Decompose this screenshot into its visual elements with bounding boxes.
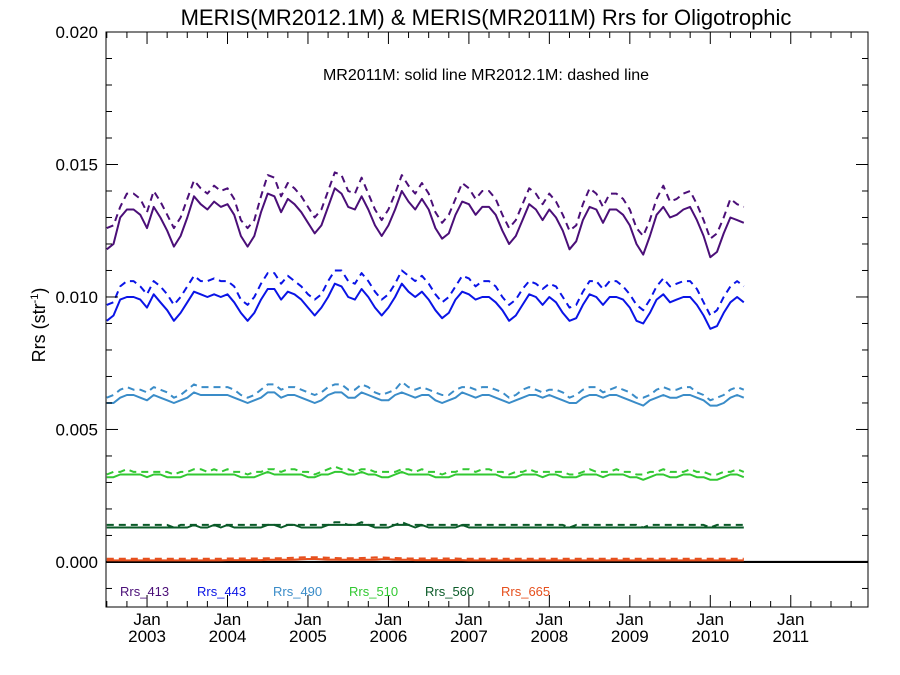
x-tick-label-month: Jan: [697, 610, 724, 629]
y-tick-label: 0.020: [55, 23, 98, 42]
axes: 0.0000.0050.0100.0150.020Jan2003Jan2004J…: [55, 23, 869, 646]
x-tick-label-month: Jan: [375, 610, 402, 629]
series-rrs-510-solid-line: [106, 470, 745, 481]
plot-frame: [105, 31, 869, 608]
series-rrs-413-solid-line: [106, 187, 745, 259]
legend-entry-rrs-413: Rrs_413: [120, 584, 169, 599]
y-tick-label: 0.000: [55, 553, 98, 572]
series-rrs-443-dashed-line: [106, 269, 745, 317]
x-tick-label-month: Jan: [214, 610, 241, 629]
x-tick-label-month: Jan: [455, 610, 482, 629]
x-tick-label-year: 2006: [370, 627, 408, 646]
series-rrs-490-solid-line: [106, 391, 745, 407]
legend: Rrs_413 Rrs_443 Rrs_490 Rrs_510 Rrs_560 Rrs_6…: [120, 584, 550, 599]
series-rrs-560-solid-line: [106, 523, 744, 529]
y-axis-label-superscript: -1: [29, 294, 41, 304]
x-tick-label-year: 2009: [611, 627, 649, 646]
series-rrs-665-dashed-line: [106, 556, 744, 560]
x-tick-label-year: 2011: [772, 627, 809, 646]
x-tick-label-year: 2008: [530, 627, 568, 646]
series-rrs-510-dashed-line: [106, 465, 745, 476]
series-rrs-490-dashed-line: [106, 380, 745, 402]
legend-entry-rrs-560: Rrs_560: [425, 584, 474, 599]
x-tick-label-year: 2007: [450, 627, 488, 646]
series-rrs-443-solid-line: [106, 282, 745, 330]
x-tick-label-month: Jan: [536, 610, 563, 629]
series-rrs-665-solid-line: [106, 558, 744, 562]
legend-entry-rrs-443: Rrs_443: [197, 584, 246, 599]
plot-lines: [106, 171, 868, 564]
y-tick-label: 0.005: [55, 420, 98, 439]
series-rrs-413-dashed-line: [106, 171, 745, 240]
y-axis-label-main: Rrs (str: [29, 303, 49, 362]
y-tick-label: 0.015: [55, 155, 98, 174]
line-style-annotation: MR2011M: solid line MR2012.1M: dashed li…: [323, 67, 649, 84]
y-axis-label: Rrs (str-1): [29, 288, 49, 363]
y-tick-label: 0.010: [55, 288, 98, 307]
x-tick-label-month: Jan: [133, 610, 160, 629]
legend-entry-rrs-665: Rrs_665: [501, 584, 550, 599]
x-tick-label-year: 2010: [691, 627, 729, 646]
x-tick-label-year: 2003: [128, 627, 166, 646]
y-axis-label-close: ): [29, 288, 49, 294]
x-tick-label-month: Jan: [616, 610, 643, 629]
chart-title: MERIS(MR2012.1M) & MERIS(MR2011M) Rrs fo…: [181, 5, 792, 30]
x-tick-label-year: 2004: [209, 627, 247, 646]
x-tick-label-month: Jan: [777, 610, 804, 629]
x-tick-label-year: 2005: [289, 627, 327, 646]
legend-entry-rrs-490: Rrs_490: [273, 584, 322, 599]
legend-entry-rrs-510: Rrs_510: [349, 584, 398, 599]
x-tick-label-month: Jan: [294, 610, 321, 629]
